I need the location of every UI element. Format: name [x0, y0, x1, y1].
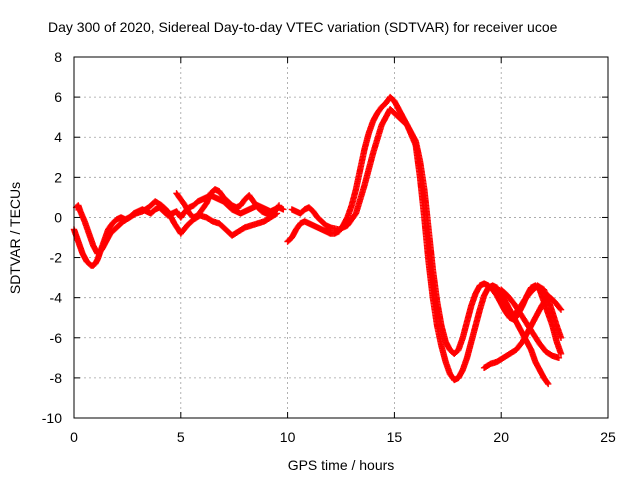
data-point	[556, 305, 564, 312]
x-tick-label: 0	[70, 429, 78, 445]
grid-lines	[74, 57, 608, 418]
y-tick-label: 2	[54, 169, 62, 185]
x-tick-label: 20	[493, 429, 509, 445]
y-tick-label: -8	[50, 370, 63, 386]
x-tick-label: 25	[600, 429, 616, 445]
data-point	[280, 206, 287, 213]
x-axis-label: GPS time / hours	[288, 457, 395, 473]
data-point	[557, 306, 565, 313]
x-tick-label: 5	[177, 429, 185, 445]
y-tick-label: 4	[54, 129, 62, 145]
series-arc-3	[173, 186, 283, 221]
data-series	[70, 93, 565, 388]
y-tick-label: -10	[42, 410, 62, 426]
plot-frame	[73, 56, 609, 419]
y-axis-label: SDTVAR / TECUs	[7, 182, 23, 294]
y-tick-label: 8	[54, 49, 62, 65]
y-tick-label: 6	[54, 89, 62, 105]
x-tick-label: 10	[280, 429, 296, 445]
data-point	[275, 202, 283, 209]
x-tick-label: 15	[387, 429, 403, 445]
data-point	[275, 203, 282, 210]
series-arc-8	[508, 282, 565, 341]
data-point	[544, 380, 552, 388]
y-tick-label: -4	[50, 290, 63, 306]
data-point	[557, 350, 565, 358]
series-arc-2	[72, 198, 281, 257]
axis-ticks: 0 5 10 15 20 25 -10 -8 -6 -4 -2 0 2 4 6 8	[42, 49, 616, 445]
y-tick-label: -6	[50, 330, 63, 346]
data-point	[555, 354, 563, 362]
data-point	[544, 379, 551, 386]
data-point	[557, 334, 565, 341]
series-arc-7	[498, 286, 563, 362]
chart-title: Day 300 of 2020, Sidereal Day-to-day VTE…	[48, 19, 558, 35]
y-tick-label: -2	[50, 250, 63, 266]
y-tick-label: 0	[54, 209, 62, 225]
